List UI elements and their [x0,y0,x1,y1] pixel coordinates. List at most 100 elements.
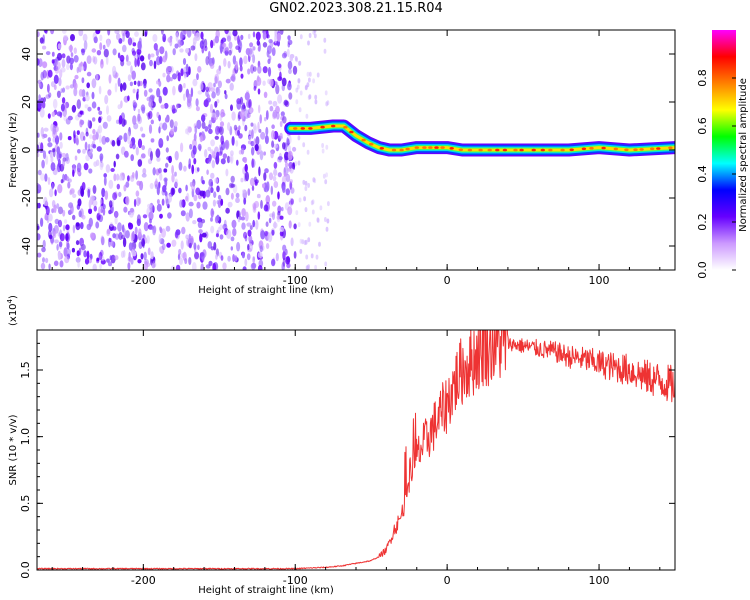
noise-blob [289,54,294,62]
noise-blob [315,254,319,260]
noise-blob [232,55,237,65]
noise-blob [229,156,233,162]
noise-blob [38,94,41,101]
noise-blob [78,89,83,97]
noise-blob [171,104,176,115]
noise-blob [269,78,274,87]
noise-blob [131,70,136,80]
noise-blob [153,43,158,51]
noise-blob [266,30,269,39]
noise-blob [277,205,282,214]
noise-blob [290,187,295,194]
noise-blob [325,226,329,232]
noise-blob [162,86,168,96]
noise-blob [257,65,262,74]
noise-blob [302,142,306,148]
noise-blob [156,80,160,85]
noise-blob [166,242,171,248]
noise-blob [314,264,317,270]
noise-blob [176,103,179,110]
colorbar-gradient [712,30,736,270]
noise-blob [96,129,101,134]
noise-blob [174,178,179,188]
noise-blob [120,59,125,67]
y-tick-label: 20 [20,95,33,109]
noise-blob [205,56,210,66]
noise-blob [272,100,278,107]
noise-blob [143,89,148,97]
noise-blob [39,37,44,44]
noise-blob [244,109,250,119]
noise-blob [186,125,190,136]
signal-peak [440,146,445,149]
noise-blob [45,201,49,207]
noise-blob [140,62,146,71]
noise-blob [115,153,120,160]
noise-blob [280,115,285,121]
noise-blob [248,235,253,243]
noise-blob [47,137,51,143]
noise-blob [56,111,62,117]
noise-blob [128,251,131,262]
noise-blob [40,173,45,181]
noise-blob [252,46,256,51]
noise-blob [216,185,220,193]
noise-blob [200,31,204,40]
noise-blob [190,45,196,51]
signal-peak [414,146,419,149]
noise-blob [187,126,192,133]
noise-blob [103,173,107,178]
noise-blob [130,65,133,74]
noise-blob [241,222,246,230]
noise-blob [131,250,137,257]
y-tick-label: -20 [20,189,33,207]
noise-blob [185,184,188,192]
noise-blob [194,32,197,37]
noise-blob [128,222,134,230]
noise-blob [59,260,64,268]
signal-peak [548,148,553,152]
noise-blob [147,53,151,60]
noise-blob [166,74,171,83]
noise-blob [101,135,107,145]
noise-blob [215,233,219,238]
noise-blob [210,225,215,234]
noise-blob [187,93,192,104]
noise-blob [281,52,287,59]
noise-blob [257,121,260,132]
noise-blob [80,65,85,71]
noise-blob [267,232,273,243]
noise-blob [312,78,315,84]
noise-blob [44,173,48,182]
noise-blob [186,30,192,38]
noise-blob [192,30,195,35]
noise-blob [178,187,182,194]
noise-blob [188,257,192,265]
signal-peak [560,148,565,152]
noise-blob [289,135,292,144]
noise-blob [290,198,295,205]
noise-blob [227,255,231,262]
noise-blob [123,119,127,126]
signal-peak [613,147,618,151]
noise-blob [210,87,215,93]
noise-blob [125,196,130,206]
noise-blob [232,30,238,37]
noise-blob [99,153,104,161]
noise-blob [204,149,208,158]
noise-blob [65,176,70,182]
noise-blob [148,211,154,221]
noise-blob [51,59,55,64]
noise-blob [197,221,203,229]
noise-blob [69,44,73,53]
noise-blob [56,90,61,99]
noise-blob [297,160,301,166]
noise-blob [113,160,116,168]
noise-blob [199,135,203,143]
noise-blob [120,83,123,92]
noise-blob [268,172,274,181]
colorbar-tick-label: 0.8 [696,69,709,87]
x-axis-label: Height of straight line (km) [198,585,334,596]
noise-blob [42,61,48,69]
noise-blob [298,60,302,66]
